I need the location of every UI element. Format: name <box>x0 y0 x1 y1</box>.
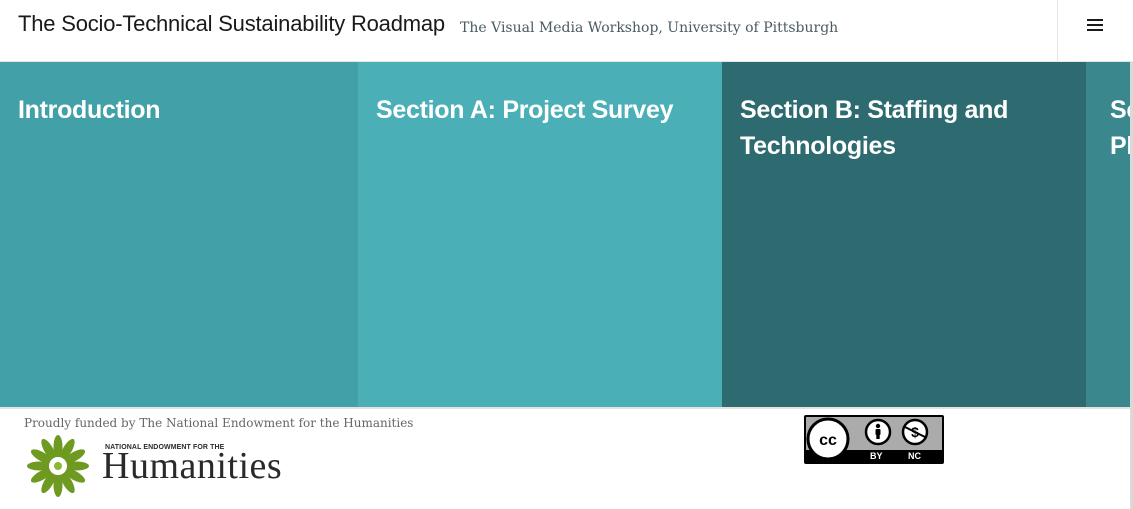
neh-logo-wordmark: Humanities <box>102 445 283 487</box>
footer-divider <box>0 407 1130 409</box>
section-panel-introduction[interactable]: Introduction <box>0 62 358 407</box>
section-title: Introduction <box>18 96 161 124</box>
section-title: Section C: Sustainability Plan <box>1110 96 1130 160</box>
cc-license-badge[interactable]: cc $ BY NC <box>804 415 944 464</box>
funding-credit: Proudly funded by The National Endowment… <box>24 416 414 430</box>
site-header: The Socio-Technical Sustainability Roadm… <box>0 0 1133 62</box>
by-label: BY <box>870 451 883 461</box>
section-panel-b[interactable]: Section B: Staffing and Technologies <box>722 62 1086 407</box>
section-title: Section A: Project Survey <box>376 96 674 124</box>
section-carousel: Introduction Section A: Project Survey S… <box>0 62 1130 407</box>
by-icon <box>864 418 892 446</box>
cc-icon: cc <box>806 417 850 461</box>
nc-label: NC <box>908 451 921 461</box>
svg-text:cc: cc <box>819 432 837 449</box>
site-subtitle: The Visual Media Workshop, University of… <box>460 20 839 36</box>
neh-logo[interactable]: NATIONAL ENDOWMENT FOR THE Humanities <box>24 432 314 500</box>
page-scrollbar[interactable] <box>1130 62 1133 509</box>
neh-logo-small-text: NATIONAL ENDOWMENT FOR THE <box>105 444 225 451</box>
site-title[interactable]: The Socio-Technical Sustainability Roadm… <box>18 11 445 36</box>
menu-button[interactable] <box>1057 0 1133 61</box>
section-title: Section B: Staffing and Technologies <box>740 96 1009 160</box>
section-panel-c[interactable]: Section C: Sustainability Plan <box>1086 62 1130 407</box>
nc-icon: $ <box>901 418 929 446</box>
neh-sunburst-icon <box>27 435 89 497</box>
section-panel-a[interactable]: Section A: Project Survey <box>358 62 722 407</box>
